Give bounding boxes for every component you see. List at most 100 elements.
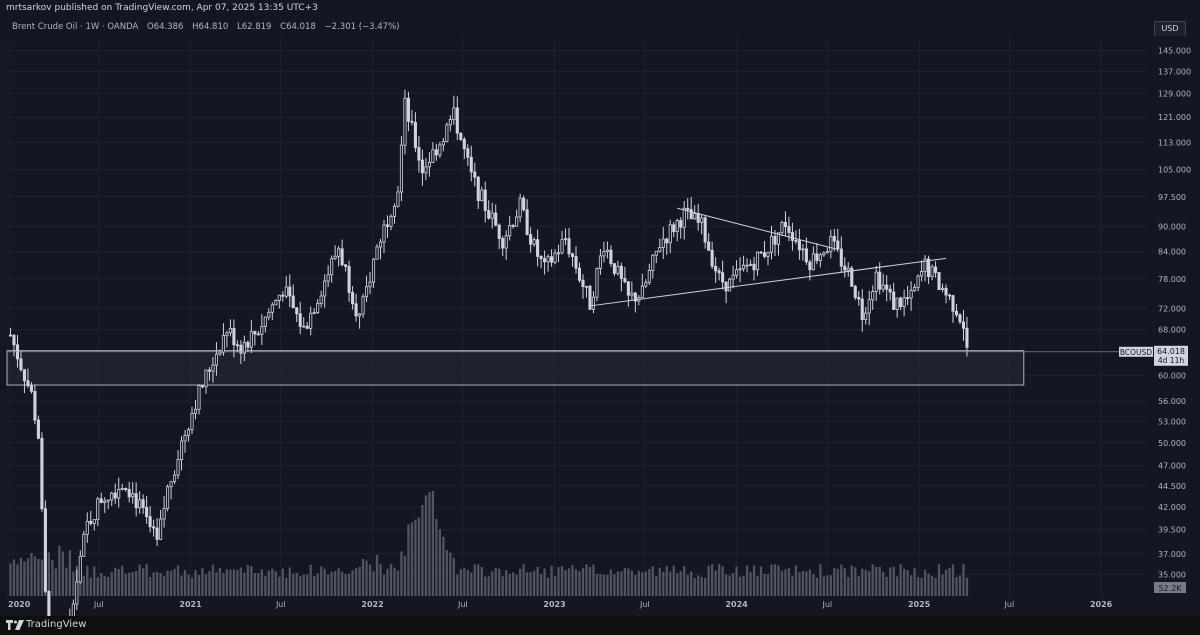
volume-bar <box>264 575 267 596</box>
candle-body <box>588 285 592 310</box>
candle-body <box>871 291 875 301</box>
candle-body <box>186 429 191 436</box>
volume-bar <box>68 550 71 596</box>
candle-body <box>218 351 222 355</box>
candle-body <box>508 225 512 237</box>
candle-body <box>560 239 564 254</box>
candle-body <box>633 292 637 302</box>
candle-body <box>291 295 295 309</box>
volume-bar <box>295 572 298 596</box>
open-value: O64.386 <box>147 22 184 32</box>
volume-bars <box>9 490 969 596</box>
volume-bar <box>965 577 969 596</box>
candle-body <box>78 555 82 583</box>
volume-bar <box>707 565 710 596</box>
candle-body <box>804 248 808 263</box>
volume-bar <box>456 574 459 596</box>
volume-bar <box>578 571 581 596</box>
candle-body <box>679 220 683 228</box>
volume-bar <box>351 570 354 596</box>
candle-body <box>159 518 163 540</box>
x-tick-label: Jul <box>822 600 833 609</box>
candle-body <box>40 437 44 510</box>
volume-bar <box>557 567 560 596</box>
candle-body <box>539 255 543 260</box>
volume-bar <box>648 568 651 596</box>
volume-bar <box>941 574 944 596</box>
volume-bar <box>484 576 487 596</box>
x-tick-label: Jul <box>1004 600 1015 609</box>
volume-bar <box>103 576 106 596</box>
candle-body <box>319 295 323 304</box>
candle-body <box>392 205 397 217</box>
candle-body <box>476 176 480 202</box>
candle-body <box>892 291 896 310</box>
candle-body <box>82 533 86 557</box>
volume-bar <box>585 564 588 596</box>
candle-body <box>85 520 89 535</box>
volume-bar <box>784 569 787 596</box>
volume-bar <box>257 573 260 596</box>
candle-body <box>920 270 924 277</box>
candle-body <box>735 269 739 276</box>
currency-button[interactable]: USD <box>1154 21 1186 37</box>
candle-body <box>71 603 75 616</box>
candle-body <box>864 312 868 320</box>
candle-body <box>794 240 798 242</box>
volume-bar <box>669 571 672 596</box>
volume-bar <box>316 573 319 596</box>
volume-bar <box>260 569 263 596</box>
candle-body <box>703 217 707 243</box>
volume-bar <box>445 549 448 596</box>
volume-bar <box>54 568 58 596</box>
candle-body <box>365 286 369 298</box>
candle-body <box>630 292 634 296</box>
volume-bar <box>40 559 44 596</box>
candle-body <box>790 232 794 241</box>
candle-body <box>274 300 278 306</box>
y-tick-label: 44.500 <box>1158 482 1186 491</box>
volume-bar <box>683 566 686 596</box>
price-chart[interactable]: 145.000 137.000 129.000 121.000 113.000 105.0… <box>0 0 1200 616</box>
y-tick-label: 50.000 <box>1158 439 1186 448</box>
candle-body <box>923 258 927 272</box>
volume-bar <box>745 565 749 596</box>
candle-body <box>148 516 152 528</box>
y-tick-label: 47.000 <box>1158 462 1186 471</box>
volume-bar <box>128 572 131 596</box>
volume-bar <box>372 571 375 596</box>
volume-bar <box>581 567 585 596</box>
volume-bar <box>773 564 777 596</box>
candle-body <box>173 474 177 483</box>
candle-body <box>239 344 243 354</box>
tradingview-logo-icon[interactable] <box>6 620 24 630</box>
candle-body <box>246 341 250 348</box>
volume-bar <box>885 576 888 596</box>
candle-body <box>595 268 599 298</box>
volume-bar <box>529 571 532 596</box>
candle-body <box>459 132 463 140</box>
volume-bar <box>65 567 68 596</box>
volume-bar <box>756 575 759 596</box>
candle-body <box>693 213 697 220</box>
candle-body <box>616 265 620 274</box>
candle-body <box>480 189 484 202</box>
volume-bar <box>498 568 501 596</box>
volume-bar <box>166 570 169 596</box>
volume-bar <box>449 552 452 596</box>
candle-body <box>853 285 857 298</box>
candle-body <box>511 225 515 227</box>
time-axis[interactable]: 2020 Jul 2021 Jul 2022 Jul 2023 Jul 2024 Jul 2025 J… <box>8 600 1113 609</box>
volume-bar <box>12 559 16 596</box>
volume-bar <box>920 577 923 596</box>
price-axis[interactable]: 145.000 137.000 129.000 121.000 113.000 105.0… <box>1119 36 1200 616</box>
candle-body <box>598 255 602 269</box>
volume-bar <box>403 556 407 596</box>
candle-body <box>536 239 540 257</box>
footer-brand: TradingView <box>26 619 87 630</box>
volume-bar <box>9 563 12 596</box>
volume-bar <box>560 566 564 596</box>
volume-bar <box>361 559 365 596</box>
candle-body <box>836 240 840 250</box>
candle-body <box>951 295 955 312</box>
